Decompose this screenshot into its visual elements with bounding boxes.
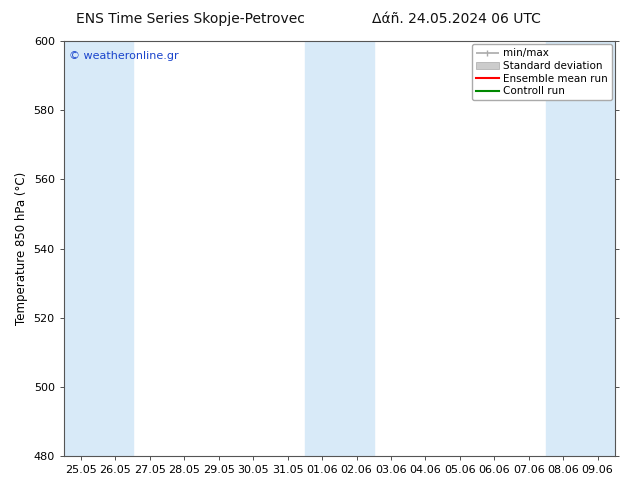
Text: Δάñ. 24.05.2024 06 UTC: Δάñ. 24.05.2024 06 UTC <box>372 12 541 26</box>
Text: ENS Time Series Skopje-Petrovec: ENS Time Series Skopje-Petrovec <box>75 12 305 26</box>
Bar <box>580 41 615 456</box>
Legend: min/max, Standard deviation, Ensemble mean run, Controll run: min/max, Standard deviation, Ensemble me… <box>472 44 612 100</box>
Bar <box>305 41 339 456</box>
Bar <box>98 41 133 456</box>
Y-axis label: Temperature 850 hPa (°C): Temperature 850 hPa (°C) <box>15 172 28 325</box>
Bar <box>546 41 580 456</box>
Bar <box>64 41 98 456</box>
Bar <box>339 41 374 456</box>
Text: © weatheronline.gr: © weatheronline.gr <box>69 51 179 61</box>
